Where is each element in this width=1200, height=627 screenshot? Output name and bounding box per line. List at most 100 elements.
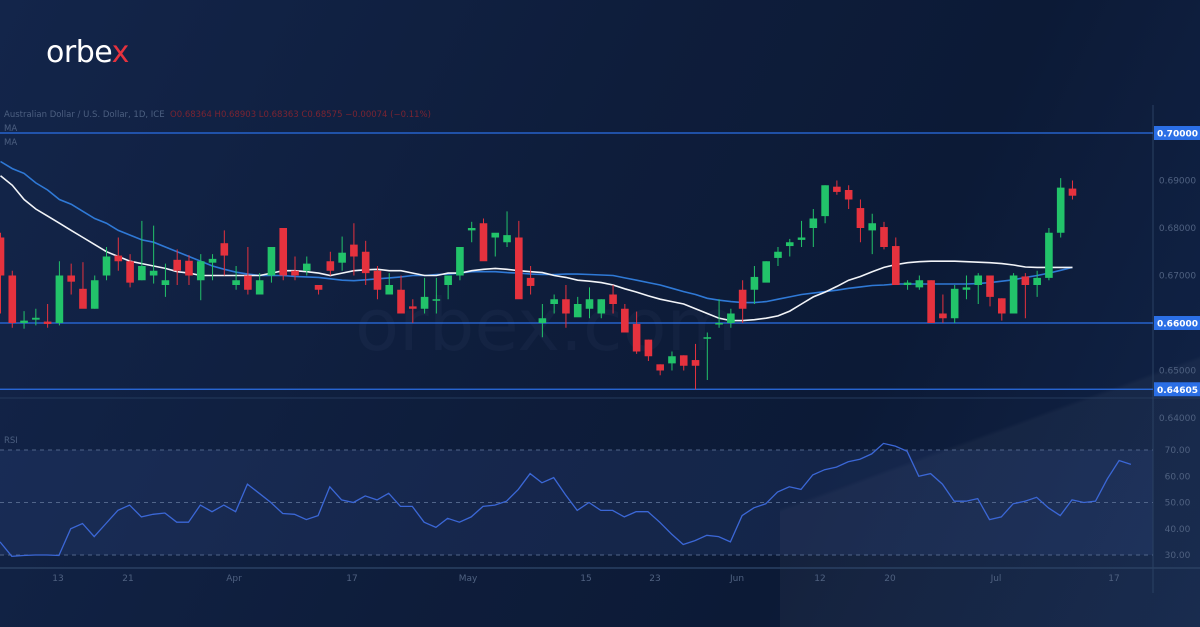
- candle-down[interactable]: [691, 360, 700, 366]
- candle-down[interactable]: [562, 299, 570, 314]
- time-tick: 21: [122, 574, 133, 584]
- candle-down[interactable]: [939, 313, 947, 319]
- candle-up[interactable]: [903, 282, 912, 285]
- candle-down[interactable]: [126, 261, 134, 283]
- candle-up[interactable]: [1056, 187, 1065, 233]
- candle-up[interactable]: [550, 299, 558, 304]
- candle-down[interactable]: [856, 208, 865, 228]
- candle-up[interactable]: [32, 317, 40, 320]
- candle-down[interactable]: [185, 260, 193, 276]
- candle-up[interactable]: [573, 304, 582, 318]
- candle-up[interactable]: [467, 228, 476, 231]
- candle-up[interactable]: [420, 296, 429, 309]
- candle-down[interactable]: [173, 259, 181, 271]
- candle-up[interactable]: [809, 218, 818, 229]
- candle-down[interactable]: [0, 237, 5, 276]
- candle-up[interactable]: [267, 247, 276, 276]
- candle-down[interactable]: [373, 270, 382, 290]
- candle-down[interactable]: [397, 289, 405, 314]
- candle-up[interactable]: [1045, 232, 1053, 278]
- candle-down[interactable]: [409, 306, 417, 309]
- candle-down[interactable]: [8, 275, 17, 324]
- candle-up[interactable]: [149, 270, 158, 276]
- candle-down[interactable]: [986, 275, 994, 297]
- candle-down[interactable]: [644, 339, 653, 357]
- candle-up[interactable]: [302, 263, 311, 271]
- candle-up[interactable]: [974, 275, 983, 286]
- candle-down[interactable]: [844, 190, 853, 200]
- candle-up[interactable]: [727, 313, 735, 324]
- candle-up[interactable]: [797, 237, 806, 240]
- candle-up[interactable]: [232, 280, 240, 285]
- candle-down[interactable]: [43, 321, 52, 324]
- candle-up[interactable]: [138, 266, 146, 281]
- candle-down[interactable]: [67, 275, 75, 282]
- candle-up[interactable]: [90, 280, 99, 309]
- candle-up[interactable]: [196, 261, 205, 281]
- candle-up[interactable]: [102, 256, 111, 276]
- price-badge-label: 0.66000: [1157, 320, 1198, 330]
- candle-down[interactable]: [632, 323, 641, 352]
- candle-down[interactable]: [891, 246, 900, 285]
- candle-down[interactable]: [479, 223, 488, 262]
- candle-up[interactable]: [915, 280, 924, 288]
- candle-up[interactable]: [750, 276, 759, 290]
- candle-down[interactable]: [114, 255, 123, 262]
- candle-up[interactable]: [785, 242, 794, 247]
- candle-down[interactable]: [880, 227, 888, 247]
- candle-up[interactable]: [703, 337, 712, 339]
- candle-up[interactable]: [208, 258, 217, 263]
- candle-up[interactable]: [950, 288, 959, 319]
- candle-up[interactable]: [444, 275, 452, 286]
- candle-down[interactable]: [1021, 276, 1030, 285]
- candle-down[interactable]: [679, 355, 688, 366]
- candle-up[interactable]: [432, 299, 441, 301]
- candle-up[interactable]: [503, 235, 511, 243]
- candle-up[interactable]: [762, 261, 770, 283]
- candle-up[interactable]: [55, 275, 64, 324]
- candle-down[interactable]: [279, 228, 288, 276]
- candle-up[interactable]: [538, 318, 547, 323]
- candlestick-chart[interactable]: orbex.com 0.70000 0.66000 0.64605 0.69000 0.6…: [0, 105, 1200, 593]
- candle-down[interactable]: [515, 237, 523, 300]
- candle-up[interactable]: [821, 185, 829, 217]
- candle-up[interactable]: [774, 251, 782, 258]
- candle-up[interactable]: [1009, 275, 1018, 314]
- candle-up[interactable]: [255, 280, 264, 295]
- time-tick: 23: [649, 574, 660, 584]
- candle-up[interactable]: [962, 287, 971, 290]
- candle-down[interactable]: [361, 251, 370, 274]
- candle-up[interactable]: [385, 285, 394, 295]
- candle-up[interactable]: [491, 232, 500, 238]
- candle-down[interactable]: [738, 289, 747, 309]
- candle-down[interactable]: [220, 243, 229, 256]
- candle-down[interactable]: [621, 308, 629, 333]
- price-tick: 0.68000: [1159, 224, 1196, 234]
- candle-down[interactable]: [998, 298, 1006, 314]
- candle-up[interactable]: [715, 323, 723, 325]
- candle-up[interactable]: [868, 223, 877, 231]
- candle-up[interactable]: [338, 252, 346, 263]
- chart-area[interactable]: orbex.com 0.70000 0.66000 0.64605 0.69000 0.6…: [0, 105, 1200, 593]
- candle-down[interactable]: [833, 186, 841, 192]
- rsi-tick: 30.00: [1165, 551, 1191, 561]
- candle-down[interactable]: [656, 364, 664, 371]
- candle-down[interactable]: [79, 288, 87, 309]
- candle-up[interactable]: [668, 356, 676, 364]
- candle-down[interactable]: [291, 270, 299, 276]
- candle-down[interactable]: [927, 280, 935, 323]
- candle-down[interactable]: [314, 285, 323, 290]
- candle-up[interactable]: [597, 299, 606, 314]
- candle-up[interactable]: [585, 299, 594, 309]
- candle-down[interactable]: [244, 275, 252, 290]
- candle-down[interactable]: [1068, 188, 1077, 196]
- candle-down[interactable]: [526, 277, 535, 286]
- candle-down[interactable]: [326, 261, 335, 271]
- candle-down[interactable]: [609, 294, 617, 305]
- candle-up[interactable]: [1033, 277, 1041, 285]
- candle-up[interactable]: [20, 320, 28, 323]
- ohlc-values: O0.68364 H0.68903 L0.68363 C0.68575 −0.0…: [170, 110, 431, 120]
- candle-up[interactable]: [456, 247, 464, 276]
- candle-down[interactable]: [350, 244, 358, 257]
- candle-up[interactable]: [161, 280, 170, 285]
